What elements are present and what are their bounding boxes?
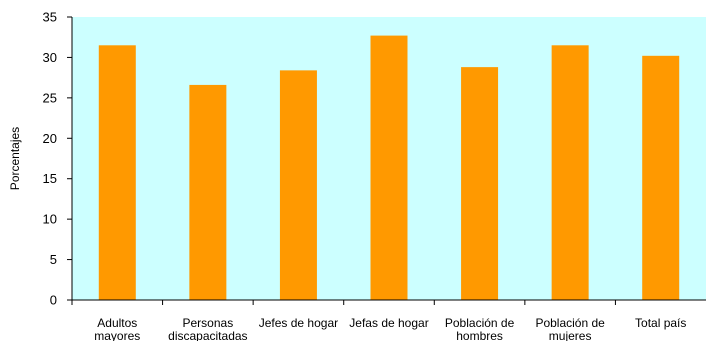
x-category-label-line: mujeres: [549, 329, 592, 341]
x-category-label: Adultos mayores: [94, 316, 140, 341]
x-category-label: Jefes de hogar: [259, 316, 338, 330]
bar: [551, 45, 589, 300]
y-tick-label: 5: [50, 252, 57, 267]
x-category-label-line: Jefas de hogar: [349, 316, 428, 330]
x-category-label-line: Personas: [183, 316, 234, 330]
bar: [461, 67, 499, 300]
y-tick-label: 15: [43, 171, 57, 186]
y-tick-label: 25: [43, 90, 57, 105]
bar: [189, 84, 227, 300]
y-tick-label: 30: [43, 50, 57, 65]
y-tick-label: 10: [43, 212, 57, 227]
bar: [279, 70, 317, 300]
x-category-label: Total país: [635, 316, 686, 330]
bars-group: [98, 35, 680, 301]
x-category-label: Jefas de hogar: [349, 316, 428, 330]
bar: [642, 55, 680, 300]
x-category-label-line: Población de: [535, 316, 605, 330]
x-category-label-line: Población de: [445, 316, 515, 330]
x-category-label-line: Adultos: [97, 316, 137, 330]
x-category-label: Población de mujeres: [535, 316, 605, 341]
y-tick-label: 20: [43, 131, 57, 146]
x-category-label-line: Jefes de hogar: [259, 316, 338, 330]
y-tick-label: 35: [43, 10, 57, 25]
x-category-label: Personas discapacitadas: [168, 316, 247, 341]
x-category-label-line: Total país: [635, 316, 686, 330]
x-category-label-line: discapacitadas: [168, 329, 247, 341]
y-ticks-group: 0 5 10 15 20 25 30 35: [43, 10, 72, 308]
bar: [370, 35, 408, 301]
x-labels-group: Adultos mayores Personas discapacitadas Jefe…: [71, 300, 686, 341]
y-axis-title: Porcentajes: [8, 127, 22, 190]
y-tick-label: 0: [50, 293, 57, 308]
x-category-label: Población de hombres: [445, 316, 515, 341]
x-category-label-line: hombres: [456, 329, 503, 341]
x-category-label-line: mayores: [94, 329, 140, 341]
bar: [98, 45, 136, 300]
